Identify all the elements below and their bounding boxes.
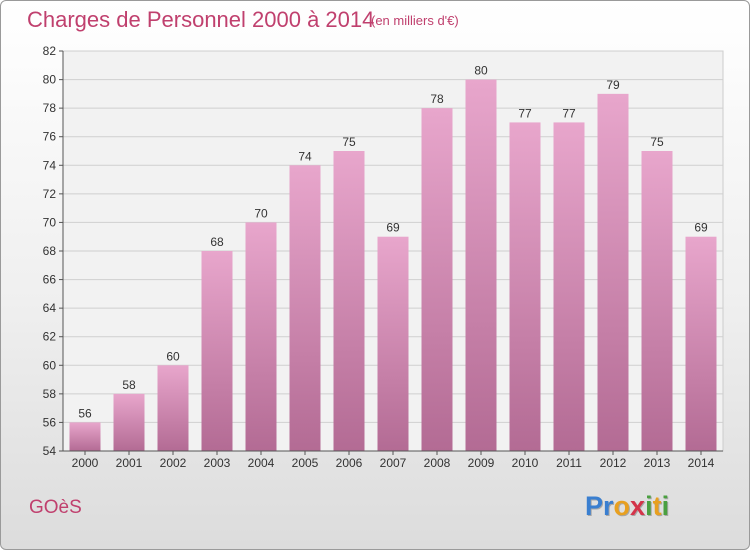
bar-2007 (377, 236, 409, 451)
bar-2004 (245, 222, 277, 451)
y-tick-label: 60 (43, 358, 57, 372)
x-tick-label-2009: 2009 (468, 456, 495, 470)
y-tick-label: 64 (43, 301, 57, 315)
x-tick-label-2003: 2003 (204, 456, 231, 470)
data-label-2001: 58 (122, 378, 136, 392)
commune-name: GOèS (29, 497, 82, 518)
y-tick-label: 66 (43, 273, 57, 287)
data-label-2002: 60 (166, 349, 180, 363)
bar-2008 (421, 108, 453, 452)
x-tick-label-2006: 2006 (336, 456, 363, 470)
x-tick-label-2008: 2008 (424, 456, 451, 470)
x-tick-label-2007: 2007 (380, 456, 407, 470)
logo-letter: x (630, 491, 646, 521)
bar-2013 (641, 151, 673, 451)
x-tick-label-2013: 2013 (644, 456, 671, 470)
x-tick-label-2011: 2011 (556, 456, 582, 470)
x-tick-label-2004: 2004 (248, 456, 275, 470)
bar-2005 (289, 165, 321, 452)
chart-subtitle: (en milliers d'€) (371, 13, 459, 28)
x-tick-label-2012: 2012 (600, 456, 627, 470)
data-label-2011: 77 (562, 106, 576, 120)
y-tick-label: 62 (43, 330, 57, 344)
chart-title: Charges de Personnel 2000 à 2014 (27, 7, 375, 32)
bar-2001 (113, 393, 145, 451)
bar-2014 (685, 236, 717, 451)
bar-2011 (553, 122, 585, 451)
y-tick-label: 74 (43, 158, 57, 172)
logo-letter: o (613, 491, 631, 521)
y-tick-label: 80 (43, 73, 57, 87)
x-tick-label-2001: 2001 (116, 456, 143, 470)
bar-2006 (333, 151, 365, 451)
data-label-2005: 74 (298, 149, 312, 163)
data-label-2008: 78 (430, 92, 444, 106)
bar-2003 (201, 251, 233, 451)
y-tick-label: 76 (43, 130, 57, 144)
y-tick-label: 78 (43, 101, 57, 115)
data-label-2007: 69 (386, 221, 400, 235)
data-label-2000: 56 (78, 406, 92, 420)
bar-2002 (157, 365, 189, 451)
x-tick-label-2014: 2014 (688, 456, 715, 470)
y-tick-label: 68 (43, 244, 57, 258)
data-label-2009: 80 (474, 64, 488, 78)
x-tick-label-2000: 2000 (72, 456, 99, 470)
y-tick-label: 82 (43, 44, 57, 58)
bar-2009 (465, 79, 497, 452)
bar-2000 (69, 422, 101, 451)
y-tick-label: 58 (43, 387, 57, 401)
bar-2012 (597, 93, 629, 451)
data-label-2014: 69 (694, 221, 708, 235)
bar-2010 (509, 122, 541, 451)
data-label-2003: 68 (210, 235, 224, 249)
x-tick-label-2010: 2010 (512, 456, 539, 470)
logo-letter: i (645, 491, 653, 521)
y-tick-label: 70 (43, 215, 57, 229)
proxiti-logo[interactable]: Proxiti (585, 491, 669, 522)
logo-letter: i (661, 491, 670, 521)
x-tick-label-2005: 2005 (292, 456, 319, 470)
data-label-2013: 75 (650, 135, 664, 149)
data-label-2010: 77 (518, 106, 532, 120)
y-tick-label: 56 (43, 415, 57, 429)
y-tick-label: 72 (43, 187, 57, 201)
x-tick-label-2002: 2002 (160, 456, 187, 470)
logo-letter: r (603, 491, 614, 521)
logo-letter: P (585, 491, 604, 521)
data-label-2006: 75 (342, 135, 356, 149)
y-tick-label: 54 (43, 444, 57, 458)
data-label-2012: 79 (606, 78, 620, 92)
logo-letter: t (652, 491, 662, 521)
data-label-2004: 70 (254, 206, 268, 220)
